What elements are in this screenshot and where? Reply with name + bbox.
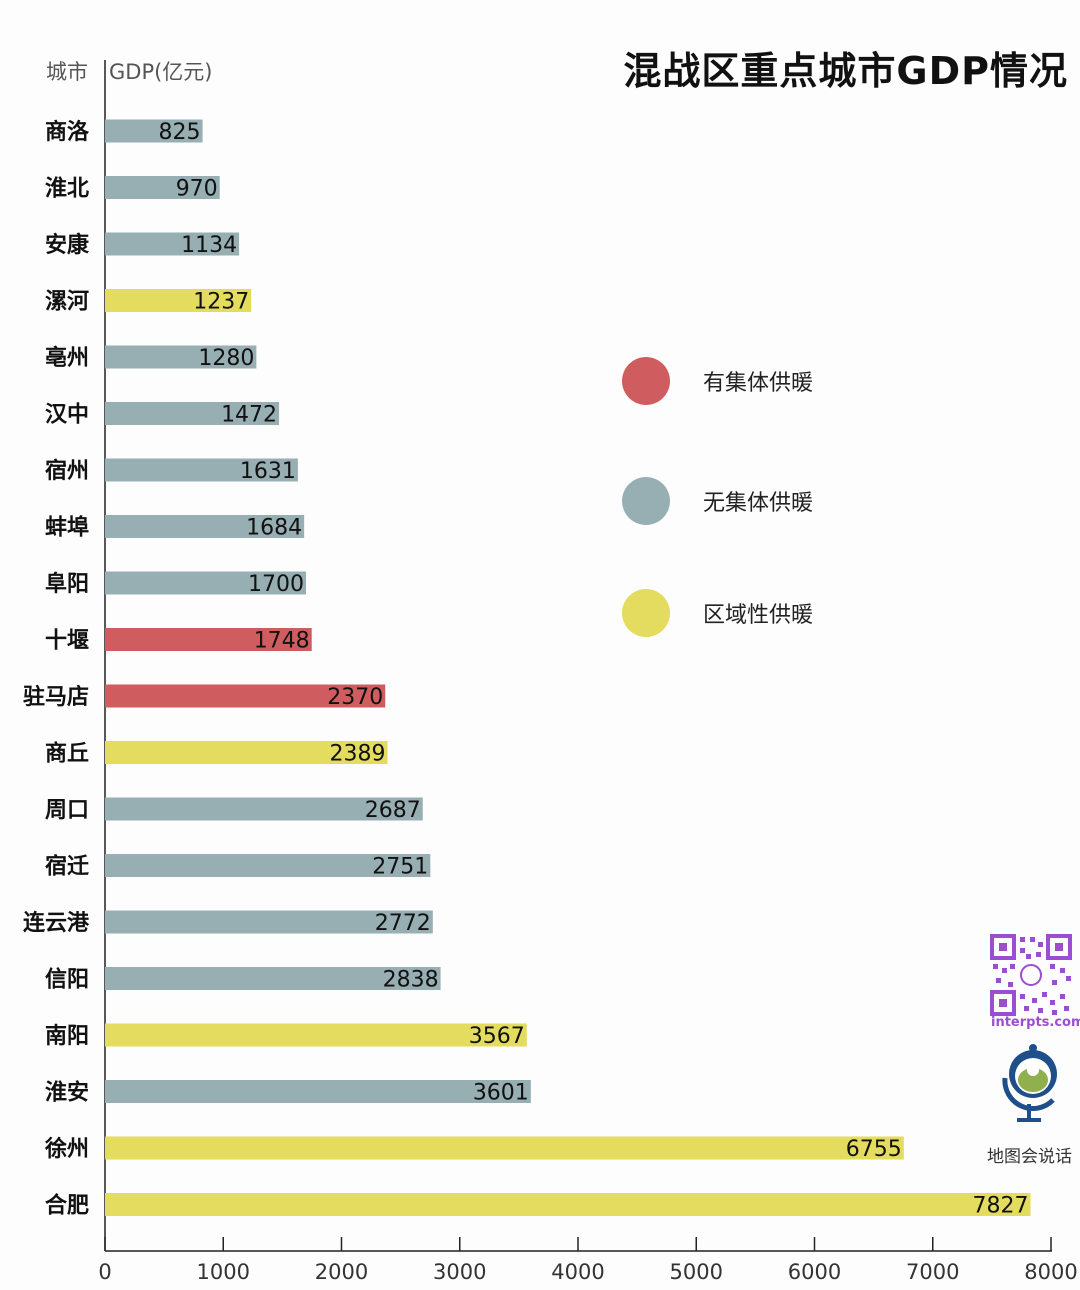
bar-value-label: 2687 [365, 798, 421, 823]
bar [105, 289, 252, 312]
bar [105, 345, 257, 369]
x-tick-label: 0 [98, 1260, 111, 1284]
bar [105, 628, 312, 651]
bar [105, 1023, 527, 1047]
bar-value-label: 2772 [375, 911, 431, 936]
bar [105, 910, 433, 934]
bar [105, 684, 386, 708]
bar [105, 1080, 531, 1103]
category-label: 合肥 [45, 1193, 89, 1219]
category-label: 蚌埠 [45, 515, 89, 541]
bar-value-label: 2751 [372, 855, 428, 880]
category-label: 宿迁 [45, 854, 89, 880]
legend-label-no-central-heating: 无集体供暖 [703, 491, 814, 516]
category-label: 十堰 [45, 629, 89, 654]
legend-swatch-no-central-heating [622, 477, 670, 525]
category-label: 商洛 [45, 119, 90, 145]
bar-value-label: 6755 [846, 1137, 902, 1162]
value-header: GDP(亿元) [109, 60, 213, 84]
x-tick-label: 8000 [1024, 1260, 1077, 1284]
legend-item-regional-heating: 区域性供暖 [620, 587, 920, 637]
x-tick-label: 2000 [315, 1260, 368, 1284]
category-label: 漯河 [45, 290, 89, 315]
legend-swatch-regional-heating [622, 589, 670, 637]
bar [105, 571, 307, 595]
category-label: 周口 [45, 798, 89, 823]
bar [105, 232, 240, 256]
category-label: 亳州 [45, 345, 89, 371]
category-label: 阜阳 [45, 571, 89, 597]
bar-value-label: 3601 [473, 1081, 529, 1106]
bar-value-label: 1134 [181, 233, 237, 258]
bar [105, 458, 298, 482]
legend-label-central-heating: 有集体供暖 [703, 371, 814, 396]
bar-value-label: 2370 [327, 685, 383, 710]
watermark: interpts.com 地图会说话 [985, 930, 1080, 1170]
legend-label-regional-heating: 区域性供暖 [703, 603, 814, 628]
bar-value-label: 1472 [221, 403, 277, 428]
bar-value-label: 825 [159, 120, 201, 145]
bar [105, 1136, 904, 1160]
category-label: 淮北 [45, 177, 89, 202]
watermark-url: interpts.com [991, 1015, 1080, 1030]
bar-value-label: 970 [176, 177, 218, 202]
category-label: 宿州 [45, 458, 89, 484]
category-label: 信阳 [45, 967, 89, 993]
chart-title: 混战区重点城市GDP情况 [623, 49, 1068, 93]
globe-logo-icon [1002, 1044, 1057, 1122]
x-tick-label: 1000 [197, 1260, 250, 1284]
x-tick-label: 3000 [433, 1260, 486, 1284]
category-label: 驻马店 [23, 684, 89, 710]
category-label: 安康 [45, 232, 90, 258]
bar [105, 854, 431, 877]
legend-item-no-central-heating: 无集体供暖 [620, 475, 920, 525]
bar [105, 1193, 1031, 1216]
bar [105, 967, 441, 990]
category-header: 城市 [46, 60, 88, 84]
bar [105, 797, 423, 821]
category-label: 连云港 [23, 910, 90, 936]
category-label: 淮安 [45, 1080, 89, 1106]
legend-item-central-heating: 有集体供暖 [620, 355, 920, 405]
bar-value-label: 1631 [240, 459, 296, 484]
x-tick-label: 5000 [670, 1260, 723, 1284]
x-tick-label: 7000 [906, 1260, 959, 1284]
bar [105, 515, 305, 538]
bar [105, 402, 280, 425]
bar-value-label: 1237 [193, 290, 249, 315]
bar-value-label: 7827 [973, 1194, 1029, 1219]
watermark-brand: 地图会说话 [987, 1147, 1072, 1167]
category-label: 商丘 [45, 741, 89, 767]
bar-value-label: 2389 [329, 742, 385, 767]
bar-value-label: 2838 [383, 968, 439, 993]
bar-value-label: 1280 [198, 346, 254, 371]
bar-value-label: 1700 [248, 572, 304, 597]
bar [105, 176, 220, 199]
category-label: 汉中 [45, 403, 89, 428]
bar-value-label: 1748 [254, 629, 310, 654]
bar-value-label: 3567 [469, 1024, 525, 1049]
bar [105, 741, 388, 764]
x-tick-label: 6000 [788, 1260, 841, 1284]
legend-swatch-central-heating [622, 357, 670, 405]
qr-code-icon [990, 934, 1072, 1016]
x-tick-label: 4000 [551, 1260, 604, 1284]
bar [105, 119, 203, 143]
bar-value-label: 1684 [246, 516, 302, 541]
category-label: 南阳 [45, 1024, 89, 1049]
category-label: 徐州 [44, 1136, 89, 1162]
